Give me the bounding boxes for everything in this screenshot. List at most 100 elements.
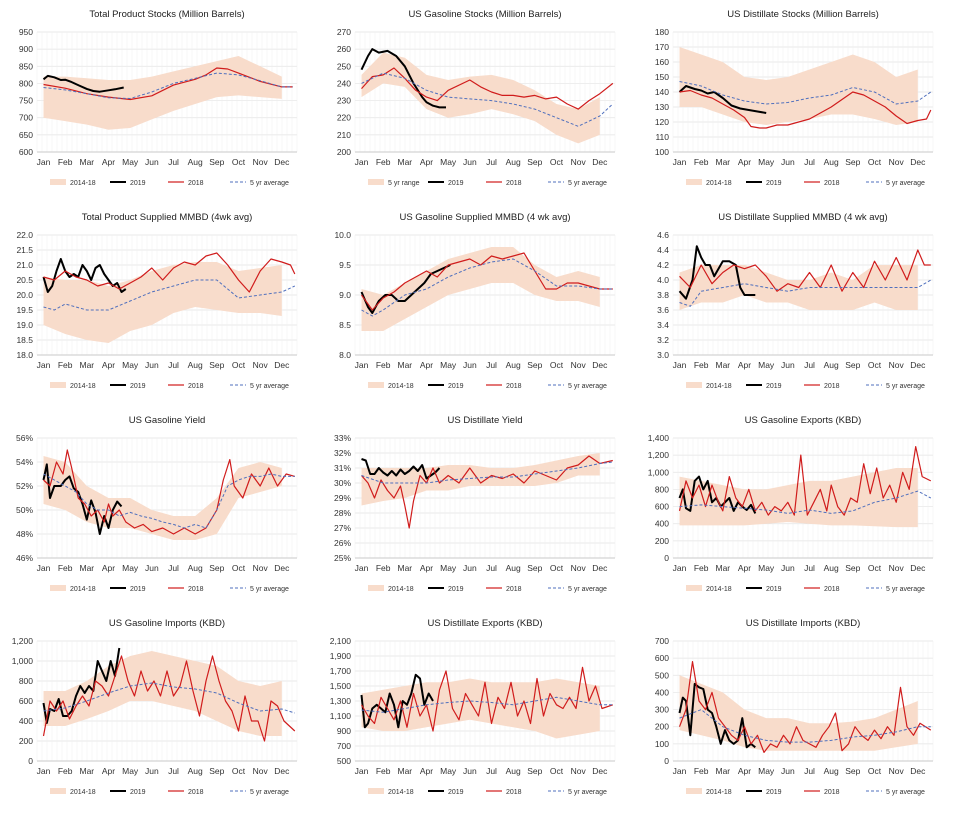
- y-tick-label: 32%: [334, 448, 351, 458]
- legend-label: 2014-18: [706, 586, 732, 593]
- legend-label: 2018: [188, 180, 204, 187]
- y-tick-label: 250: [337, 61, 351, 71]
- x-tick-label: Sep: [209, 360, 224, 370]
- x-tick-label: Jun: [463, 766, 477, 776]
- x-tick-label: Feb: [694, 766, 709, 776]
- legend-label: 5 yr average: [250, 789, 289, 796]
- legend-label: 5 yr average: [568, 180, 607, 187]
- x-tick-label: Jul: [168, 360, 179, 370]
- x-tick-label: Apr: [738, 563, 751, 573]
- y-tick-label: 700: [337, 741, 351, 751]
- x-tick-label: Feb: [376, 157, 391, 167]
- x-tick-label: May: [440, 563, 457, 573]
- series-line-2018: [678, 660, 932, 753]
- x-tick-label: May: [122, 157, 139, 167]
- series-line-5-yr-average: [679, 81, 932, 105]
- series-line-5-yr-average: [43, 72, 293, 99]
- x-tick-label: Aug: [824, 563, 839, 573]
- x-tick-label: Apr: [738, 157, 751, 167]
- x-tick-label: Jul: [168, 766, 179, 776]
- y-tick-label: 1,500: [330, 681, 352, 691]
- y-tick-label: 52%: [16, 481, 33, 491]
- x-tick-label: Oct: [232, 766, 246, 776]
- legend-swatch: [50, 585, 66, 591]
- x-tick-label: May: [440, 157, 457, 167]
- chart-svg: US Distillate Stocks (Million Barrels) 10…: [655, 9, 934, 187]
- x-tick-label: Jun: [781, 360, 795, 370]
- series-line-2018: [360, 666, 613, 732]
- x-tick-label: Oct: [550, 563, 564, 573]
- legend-label: 5 yr average: [886, 586, 925, 593]
- y-tick-label: 500: [655, 670, 669, 680]
- y-tick-label: 700: [655, 636, 669, 646]
- x-tick-label: Apr: [420, 360, 433, 370]
- chart-panel: US Distillate Exports (KBD) 500 700 900 1,10…: [318, 609, 636, 812]
- range-band: [361, 678, 600, 739]
- series-line-5-yr-average: [679, 709, 931, 743]
- x-tick-label: Jan: [37, 563, 51, 573]
- x-tick-label: Nov: [889, 360, 905, 370]
- x-tick-label: Feb: [694, 563, 709, 573]
- y-tick-label: 300: [655, 705, 669, 715]
- x-tick-label: Jun: [145, 157, 159, 167]
- y-tick-label: 10.0: [334, 230, 351, 240]
- x-tick-label: May: [440, 360, 457, 370]
- legend-label: 2019: [766, 586, 782, 593]
- range-band: [43, 456, 282, 540]
- x-tick-label: Mar: [716, 766, 731, 776]
- y-tick-label: 200: [337, 147, 351, 157]
- chart-panel: US Gasoline Stocks (Million Barrels) 200 2…: [318, 0, 636, 203]
- chart-panel: US Distillate Stocks (Million Barrels) 10…: [636, 0, 954, 203]
- x-tick-label: Sep: [527, 563, 542, 573]
- x-tick-label: Apr: [738, 360, 751, 370]
- x-tick-label: Mar: [80, 360, 95, 370]
- y-tick-label: 25%: [334, 553, 351, 563]
- chart-title: US Gasoline Supplied MMBD (4 wk avg): [399, 212, 570, 223]
- x-tick-label: Feb: [694, 157, 709, 167]
- x-tick-label: Dec: [592, 360, 608, 370]
- x-tick-label: Mar: [716, 563, 731, 573]
- y-tick-label: 18.5: [16, 335, 33, 345]
- y-tick-label: 400: [655, 687, 669, 697]
- y-tick-label: 4.4: [657, 245, 669, 255]
- x-tick-label: Jun: [781, 563, 795, 573]
- series-line-5-yr-average: [679, 490, 932, 514]
- x-tick-label: Jun: [463, 563, 477, 573]
- legend-label: 2014-18: [70, 586, 96, 593]
- y-tick-label: 56%: [16, 433, 33, 443]
- legend-label: 2019: [448, 383, 464, 390]
- x-tick-label: Aug: [188, 563, 203, 573]
- y-tick-label: 700: [19, 113, 33, 123]
- x-tick-label: Nov: [889, 157, 905, 167]
- y-tick-label: 600: [19, 147, 33, 157]
- x-tick-label: Mar: [398, 766, 413, 776]
- y-tick-label: 46%: [16, 553, 33, 563]
- x-tick-label: Mar: [716, 157, 731, 167]
- chart-title: Total Product Stocks (Million Barrels): [89, 9, 244, 20]
- legend-label: 2019: [448, 586, 464, 593]
- legend-label: 2019: [130, 586, 146, 593]
- x-tick-label: Apr: [102, 563, 115, 573]
- legend-label: 2019: [448, 180, 464, 187]
- y-tick-label: 200: [655, 722, 669, 732]
- legend-label: 5 yr range: [388, 180, 420, 187]
- chart-svg: US Gasoline Supplied MMBD (4 wk avg) 8.0 8…: [334, 212, 616, 390]
- x-tick-label: Jan: [355, 360, 369, 370]
- legend-label: 2019: [766, 180, 782, 187]
- y-tick-label: 20.5: [16, 275, 33, 285]
- y-tick-label: 33%: [334, 433, 351, 443]
- chart-svg: US Gasoline Stocks (Million Barrels) 200 2…: [337, 9, 616, 187]
- legend-label: 2018: [188, 789, 204, 796]
- x-tick-label: Jan: [37, 766, 51, 776]
- y-tick-label: 650: [19, 130, 33, 140]
- x-tick-label: Oct: [868, 360, 882, 370]
- x-tick-label: May: [758, 360, 775, 370]
- x-tick-label: May: [758, 157, 775, 167]
- x-tick-label: Nov: [571, 563, 587, 573]
- x-tick-label: Jan: [673, 563, 687, 573]
- legend-label: 2014-18: [388, 789, 414, 796]
- series-line-2018: [361, 67, 614, 110]
- series-line-2018: [361, 455, 613, 529]
- x-tick-label: Oct: [232, 157, 246, 167]
